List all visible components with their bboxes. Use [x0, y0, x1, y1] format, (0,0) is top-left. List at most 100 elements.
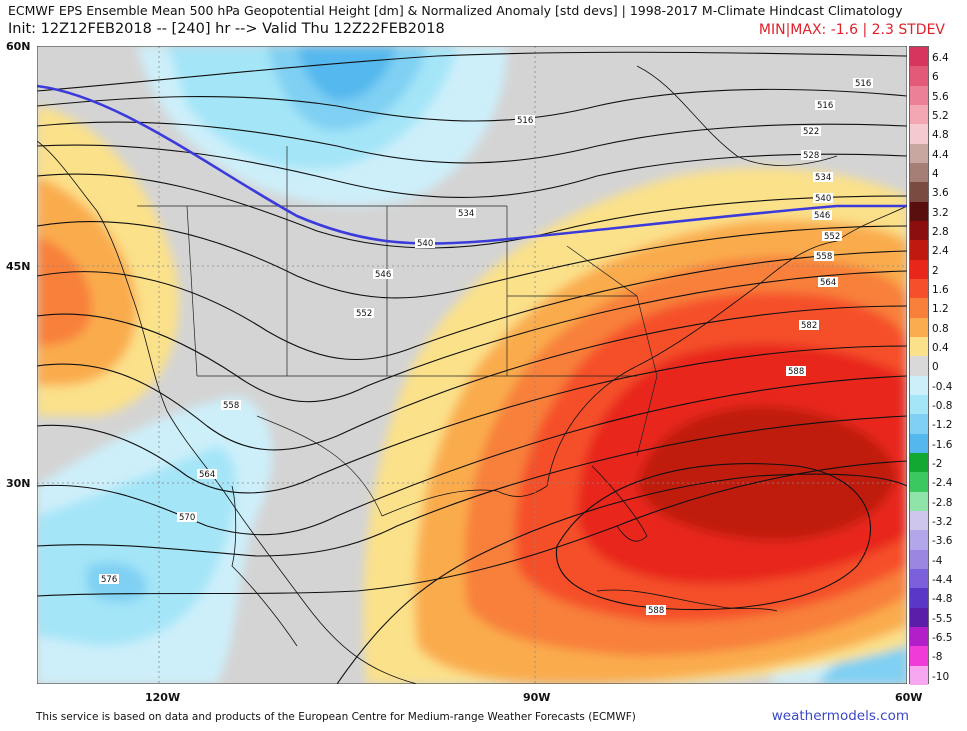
- chart-title: ECMWF EPS Ensemble Mean 500 hPa Geopoten…: [8, 3, 903, 18]
- contour-label-bg: [456, 208, 476, 218]
- contour-label-bg: [799, 320, 819, 330]
- colorbar-label: 1.6: [932, 284, 949, 296]
- contour-label: 534: [815, 173, 831, 183]
- contour-label: 528: [803, 151, 819, 161]
- init-valid-text: Init: 12Z12FEB2018 -- [240] hr --> Valid…: [8, 21, 445, 37]
- colorbar-swatch: [910, 414, 928, 434]
- contour-label-bg: [373, 269, 393, 279]
- contour-label-bg: [813, 193, 833, 203]
- borders: [137, 146, 658, 517]
- height-contour: [555, 463, 872, 611]
- coastlines: [37, 65, 907, 684]
- colorbar-label: 0.4: [932, 342, 949, 354]
- colorbar-swatch: [910, 375, 928, 395]
- contour-label-bg: [646, 605, 666, 615]
- colorbar-label: 0.8: [932, 322, 949, 335]
- colorbar-swatch: [910, 472, 928, 492]
- colorbar-swatch: [910, 356, 928, 376]
- contour-label: 588: [648, 606, 664, 616]
- height-contours: [37, 51, 907, 684]
- colorbar-swatch: [910, 665, 928, 685]
- colorbar-swatch: [910, 646, 928, 666]
- contour-label: 522: [803, 127, 819, 137]
- colorbar-swatch: [910, 124, 928, 144]
- colorbar-swatch: [910, 394, 928, 415]
- cold-anomaly-north-core: [297, 46, 397, 101]
- colorbar-swatch: [910, 220, 928, 241]
- colorbar-swatch: [910, 66, 928, 86]
- lat-label-30n: 30N: [6, 477, 31, 490]
- colorbar-label: -2: [932, 458, 943, 470]
- contour-label: 558: [816, 252, 832, 262]
- height-contour: [37, 51, 907, 92]
- colorbar-label: -0.8: [932, 400, 953, 412]
- colorbar-label: 4.8: [932, 129, 949, 142]
- contour-label-bg: [415, 238, 435, 248]
- contour-label: 564: [820, 278, 836, 288]
- colorbar-swatch: [910, 182, 928, 202]
- colorbar-label: 1.2: [932, 303, 949, 316]
- colorbar-label: -1.6: [932, 438, 953, 451]
- contour-label: 516: [855, 79, 871, 89]
- colorbar-label: 0: [932, 361, 939, 374]
- colorbar-swatch: [910, 201, 928, 221]
- height-contour: [37, 221, 907, 299]
- colorbar-swatch: [910, 104, 928, 125]
- colorbar-swatch: [910, 85, 928, 105]
- contour-label-bg: [814, 251, 834, 261]
- colorbar-swatch: [910, 259, 928, 279]
- colorbar-swatch: [910, 588, 928, 608]
- colorbar-label: 2.8: [932, 226, 949, 238]
- contour-label-bg: [221, 400, 241, 410]
- colorbar-swatch: [910, 317, 928, 337]
- height-contour: [37, 415, 907, 557]
- height-contour: [37, 88, 907, 122]
- colorbar-swatch: [910, 143, 928, 163]
- contour-label-bg: [354, 308, 374, 318]
- anomaly-colorbar: [909, 46, 929, 685]
- contour-label: 552: [356, 309, 372, 319]
- brand-link[interactable]: weathermodels.com: [771, 708, 909, 724]
- colorbar-label: 5.2: [932, 110, 949, 122]
- contour-labels: 516 516 516 522 528 534 540 546 552 558 564 582 588 5…: [99, 78, 873, 616]
- colorbar-label: 2.4: [932, 245, 949, 258]
- colorbar-label: 3.2: [932, 206, 949, 219]
- height-contour: [37, 250, 907, 360]
- height-contour: [37, 305, 907, 451]
- contour-label-bg: [786, 366, 806, 376]
- colorbar-label: -3.6: [932, 535, 953, 548]
- contour-label: 570: [179, 513, 195, 523]
- contour-label-bg: [801, 150, 821, 160]
- contour-label: 534: [458, 209, 474, 219]
- contour-label: 516: [517, 116, 533, 126]
- contour-label-bg: [515, 115, 535, 125]
- colorbar-swatch: [910, 433, 928, 453]
- colorbar-label: -10: [932, 670, 950, 683]
- colorbar-label: -5.5: [932, 612, 953, 625]
- contour-label-bg: [822, 231, 842, 241]
- contour-label: 516: [817, 101, 833, 111]
- contour-label: 576: [101, 575, 117, 585]
- contour-label-bg: [853, 78, 873, 88]
- colorbar-label: 6.4: [932, 52, 949, 64]
- colorbar-label: 4: [932, 168, 939, 180]
- colorbar-label: -4.8: [932, 593, 953, 606]
- colorbar-label: -4: [932, 554, 943, 567]
- anomaly-map: 516 516 516 522 528 534 540 546 552 558 564 582 588 5…: [37, 46, 907, 684]
- colorbar-label: 4.4: [932, 148, 949, 161]
- contour-label: 546: [375, 270, 391, 280]
- colorbar-swatch: [910, 607, 928, 627]
- colorbar-swatch: [910, 452, 928, 473]
- contour-label-bg: [815, 100, 835, 110]
- colorbar-swatch: [910, 510, 928, 531]
- colorbar-label: -0.4: [932, 380, 953, 393]
- contour-label: 552: [824, 232, 840, 242]
- contour-label: 588: [788, 367, 804, 377]
- contour-label-bg: [99, 574, 119, 584]
- contour-label-bg: [801, 126, 821, 136]
- colorbar-swatch: [910, 47, 928, 67]
- contour-label: 540: [815, 194, 831, 204]
- colorbar-label: 6: [932, 71, 939, 84]
- lat-label-60n: 60N: [6, 40, 31, 53]
- lat-lon-grid: [37, 46, 907, 684]
